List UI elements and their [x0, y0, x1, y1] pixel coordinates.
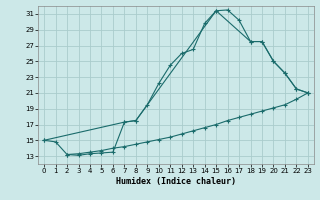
X-axis label: Humidex (Indice chaleur): Humidex (Indice chaleur) [116, 177, 236, 186]
